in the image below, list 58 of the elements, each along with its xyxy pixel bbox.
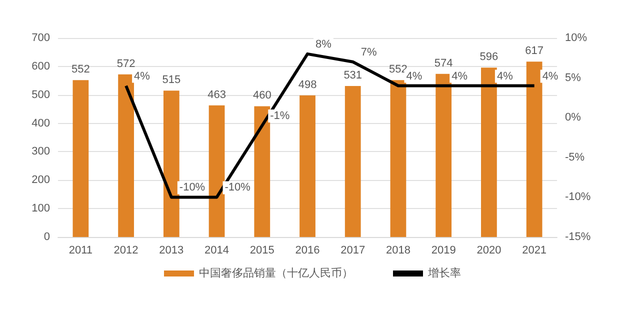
data-label: 552 (72, 64, 90, 76)
bar (163, 90, 180, 237)
data-label: 7% (360, 46, 377, 58)
legend-label: 增长率 (427, 266, 461, 280)
x-tick-label: 2013 (159, 244, 184, 256)
data-label: 8% (316, 38, 332, 50)
data-label: 617 (525, 45, 544, 58)
y2-tick-label: -10% (565, 191, 591, 204)
y-tick-label: 700 (32, 32, 50, 44)
y-tick-label: 0 (44, 231, 50, 243)
y2-tick-label: -5% (565, 151, 585, 164)
data-label: 4% (496, 70, 514, 82)
x-tick-label: 2018 (386, 244, 410, 256)
data-label: 572 (116, 58, 136, 70)
data-label: -1% (270, 110, 290, 122)
data-label: 596 (480, 51, 498, 64)
data-label: 574 (434, 57, 453, 70)
data-label: 4% (406, 70, 422, 82)
legend-label: 中国奢侈品销量（十亿人民币） (199, 266, 353, 280)
bar (254, 106, 270, 237)
y-tick-label: 400 (32, 117, 50, 130)
data-label: 4% (452, 70, 468, 82)
y-tick-label: 100 (32, 202, 50, 215)
x-tick-label: 2017 (340, 244, 366, 256)
y-tick-label: 500 (32, 88, 50, 101)
y-tick-label: 600 (32, 60, 50, 72)
data-label: 4% (134, 70, 150, 82)
x-tick-label: 2011 (68, 244, 93, 256)
x-tick-label: 2019 (431, 244, 456, 256)
data-label: 460 (252, 90, 272, 102)
y2-tick-label: 10% (565, 32, 588, 44)
x-tick-label: 2014 (204, 244, 230, 256)
x-tick-label: 2020 (476, 244, 502, 256)
bar (344, 86, 361, 237)
y2-tick-label: 5% (565, 72, 582, 84)
data-label: -10% (179, 182, 206, 194)
bar (526, 62, 542, 237)
y2-tick-label: 0% (565, 112, 582, 124)
x-tick-label: 2016 (295, 244, 320, 256)
bar (390, 80, 406, 237)
x-tick-label: 2015 (250, 244, 274, 256)
y2-tick-label: -15% (565, 231, 591, 243)
data-label: 531 (344, 70, 362, 82)
data-label: 498 (298, 78, 317, 91)
x-tick-label: 2021 (522, 244, 547, 256)
bar (436, 74, 452, 237)
bar (72, 80, 89, 237)
data-label: 4% (542, 70, 558, 82)
y-tick-label: 300 (32, 146, 50, 158)
bar (118, 74, 134, 237)
bar (481, 68, 497, 237)
data-label: -10% (224, 182, 251, 194)
x-tick-label: 2012 (114, 244, 138, 256)
data-label: 463 (208, 88, 226, 101)
y-tick-label: 200 (32, 174, 50, 186)
bar (208, 105, 225, 237)
data-label: 515 (162, 74, 181, 86)
bar (300, 95, 316, 237)
